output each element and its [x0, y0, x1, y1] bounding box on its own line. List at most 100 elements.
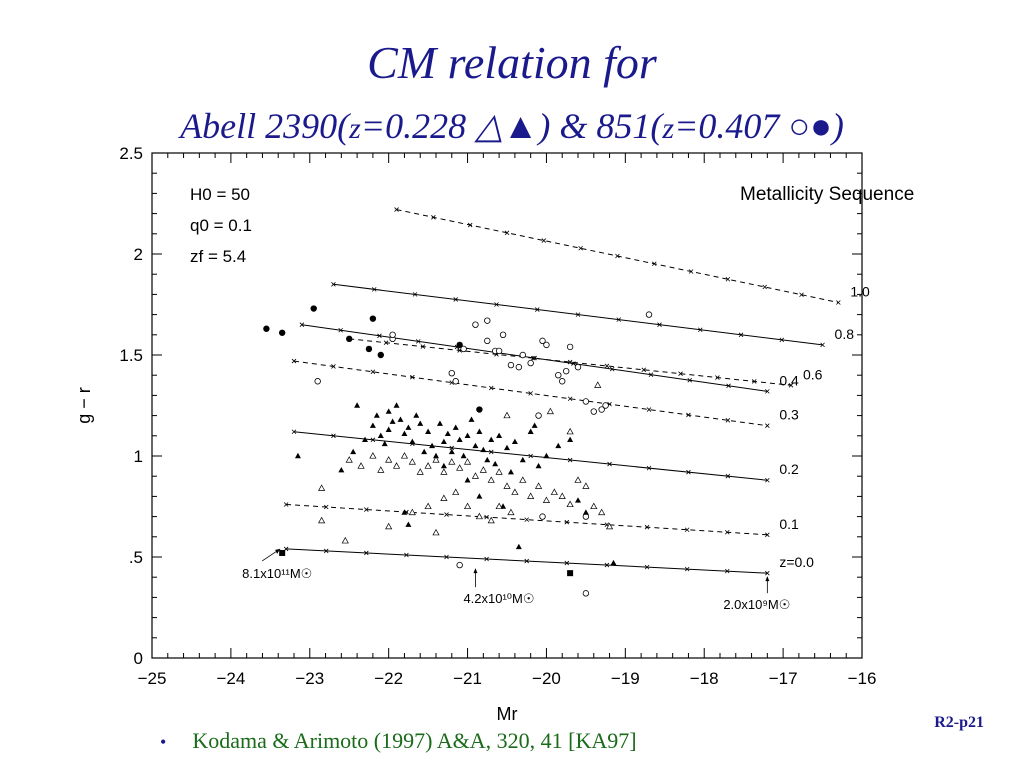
model-point-marker [688, 269, 694, 274]
open-triangle-point [424, 502, 432, 510]
filled-triangle-point [413, 412, 420, 418]
model-point-marker [484, 556, 489, 562]
open-circle-point [456, 561, 463, 569]
filled-triangle-point [464, 432, 471, 438]
slide-title: CM relation for [367, 37, 657, 88]
model-point-marker [370, 437, 376, 443]
model-point-marker [725, 418, 731, 423]
x-tick-label: −19 [611, 669, 640, 688]
filled-triangle-point [294, 452, 301, 459]
open-triangle-point [369, 452, 377, 459]
filled-circle-point [369, 315, 377, 322]
model-point-marker [836, 300, 841, 305]
open-circle-point [582, 398, 590, 405]
open-circle-point [527, 359, 534, 367]
open-triangle-point [495, 502, 503, 510]
filled-circle-point [456, 341, 463, 349]
filled-triangle-point [444, 430, 451, 436]
open-triangle-point [566, 427, 574, 435]
mass-arrow-head [275, 548, 281, 554]
x-tick-label: −20 [532, 669, 561, 688]
filled-triangle-point [476, 493, 483, 499]
model-point-marker [467, 222, 473, 228]
model-point-marker [299, 322, 305, 327]
model-point-marker [331, 433, 336, 439]
model-point-marker [604, 562, 610, 568]
metallicity-line-label: 0.8 [835, 326, 855, 342]
model-point-marker [697, 327, 703, 333]
model-point-marker [765, 570, 770, 576]
page-id: R2-p21 [934, 714, 984, 731]
filled-triangle-point [456, 436, 463, 443]
reference-text: Kodama & Arimoto (1997) A&A, 320, 41 [KA… [192, 728, 637, 753]
filled-triangle-point [515, 543, 522, 550]
open-triangle-point [452, 488, 460, 495]
model-point-marker [646, 407, 652, 412]
open-circle-point [539, 513, 546, 520]
model-point-marker [534, 307, 540, 312]
model-point-marker [377, 333, 382, 339]
model-point-marker [524, 558, 530, 564]
open-triangle-point [456, 464, 464, 471]
filled-triangle-point [397, 416, 404, 422]
open-triangle-point [605, 522, 614, 530]
filled-triangle-point [468, 416, 475, 422]
y-tick-label: 2 [134, 245, 143, 264]
filled-triangle-point [507, 468, 514, 475]
y-axis-label: g − r [74, 387, 94, 424]
open-triangle-point [594, 381, 602, 388]
filled-circle-point [377, 351, 384, 359]
model-point-marker [564, 519, 570, 525]
filled-circle-point [476, 406, 483, 413]
model-point-marker [484, 514, 489, 520]
slide-subtitle: Abell 2390(z=0.228 △▲) & 851(z=0.407 ○●) [0, 104, 1024, 151]
model-point-marker [383, 340, 389, 345]
open-circle-point [515, 363, 523, 371]
filled-triangle-point [401, 509, 408, 515]
model-point-marker [283, 502, 289, 507]
model-point-marker [657, 322, 662, 327]
filled-triangle-point [369, 422, 376, 428]
model-point-marker [687, 377, 693, 383]
model-point-marker [564, 560, 570, 566]
model-point-marker [412, 292, 418, 297]
filled-triangle-point [448, 448, 455, 455]
model-point-marker [567, 396, 573, 402]
model-point-marker [323, 504, 329, 510]
model-point-marker [575, 312, 581, 317]
y-tick-label: 0 [134, 649, 143, 668]
model-point-marker [725, 276, 731, 282]
open-circle-point [495, 347, 503, 355]
open-circle-point [590, 408, 597, 415]
model-point-marker [648, 372, 654, 377]
open-circle-point [507, 361, 515, 369]
model-point-marker [524, 517, 530, 522]
open-circle-point [535, 412, 542, 419]
open-circle-point [598, 406, 605, 413]
model-point-marker [820, 342, 825, 348]
filled-triangle-point [425, 428, 432, 434]
open-triangle-point [542, 496, 551, 503]
filled-triangle-point [440, 438, 447, 445]
model-point-marker [331, 282, 336, 287]
filled-triangle-point [385, 408, 392, 414]
filled-triangle-point [417, 420, 424, 426]
model-point-marker [331, 364, 336, 369]
model-point-marker [651, 261, 657, 267]
filled-circle-point [310, 305, 317, 312]
filled-triangle-point [531, 422, 538, 428]
mass-label: 2.0x10⁹M☉ [723, 597, 790, 612]
model-point-marker [609, 366, 615, 372]
model-point-marker [616, 317, 622, 322]
x-tick-label: −18 [690, 669, 719, 688]
model-point-marker [488, 385, 494, 391]
filled-triangle-point [504, 444, 510, 451]
filled-triangle-point [350, 448, 357, 455]
metallicity-line-label: z=0.0 [779, 554, 814, 570]
filled-triangle-point [362, 436, 368, 443]
filled-triangle-point [381, 440, 388, 447]
open-triangle-point [503, 482, 511, 489]
x-axis-label: Mr [497, 704, 518, 724]
open-triangle-point [527, 492, 535, 499]
model-point-marker [644, 564, 650, 570]
